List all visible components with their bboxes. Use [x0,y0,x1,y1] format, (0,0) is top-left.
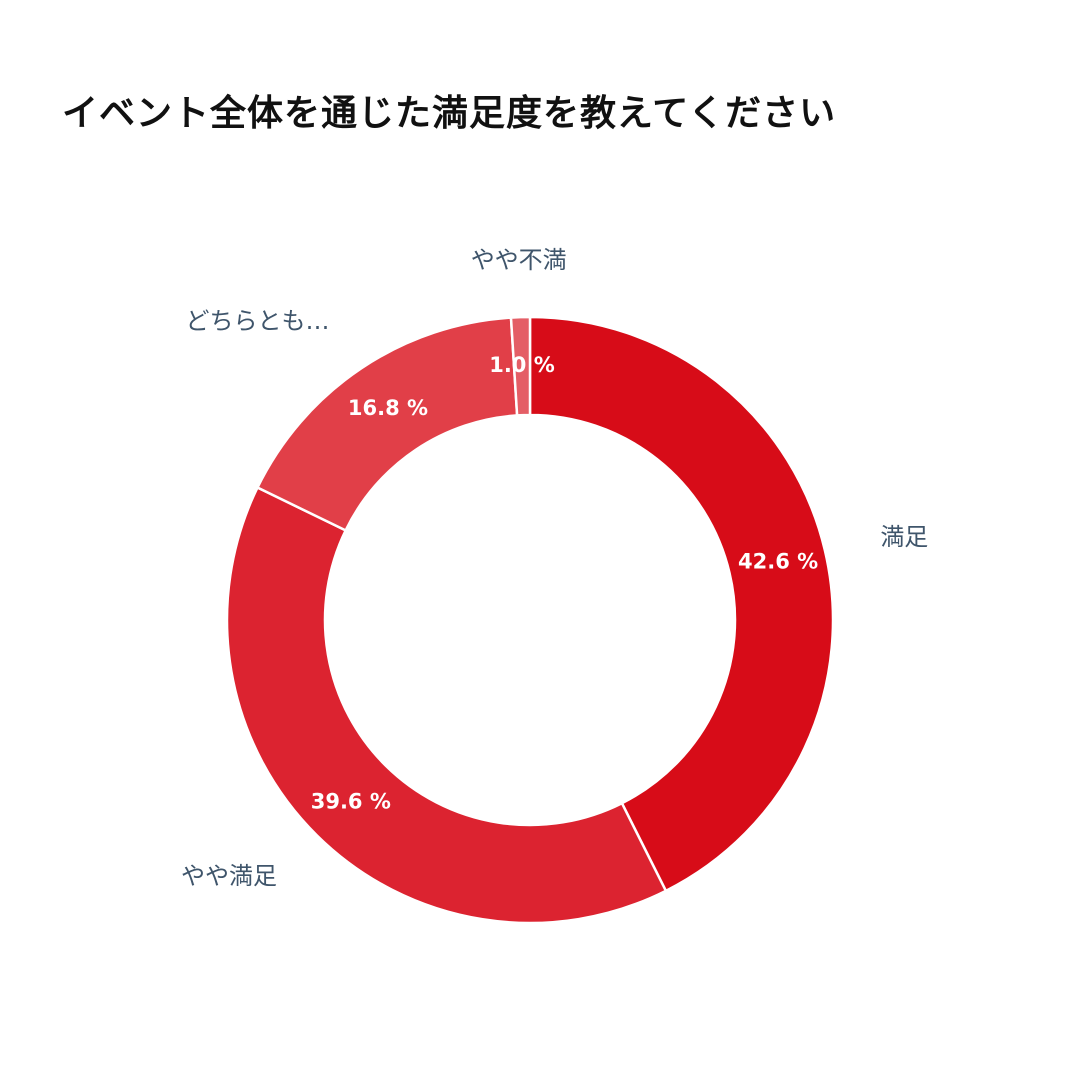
slice-percent-label-3: 1.0 % [489,353,555,377]
donut-slice-3[interactable] [509,315,532,417]
slice-category-label-2: どちらとも… [186,307,330,335]
slice-category-label-0: 満足 [880,523,928,551]
slice-category-label-3: やや不満 [471,246,567,274]
donut-slice-0[interactable] [528,315,835,893]
slice-percent-label-2: 16.8 % [348,396,428,420]
slice-percent-label-1: 39.6 % [311,789,391,813]
percent-labels-layer: 42.6 % 39.6 % 16.8 % 1.0 % [311,353,818,813]
slice-category-label-1: やや満足 [181,862,277,890]
donut-slice-1[interactable] [225,485,668,925]
slices-layer [225,315,835,925]
slice-percent-label-0: 42.6 % [738,549,818,573]
donut-slice-2[interactable] [255,316,519,533]
chart-title: イベント全体を通じた満足度を教えてください [62,93,837,134]
